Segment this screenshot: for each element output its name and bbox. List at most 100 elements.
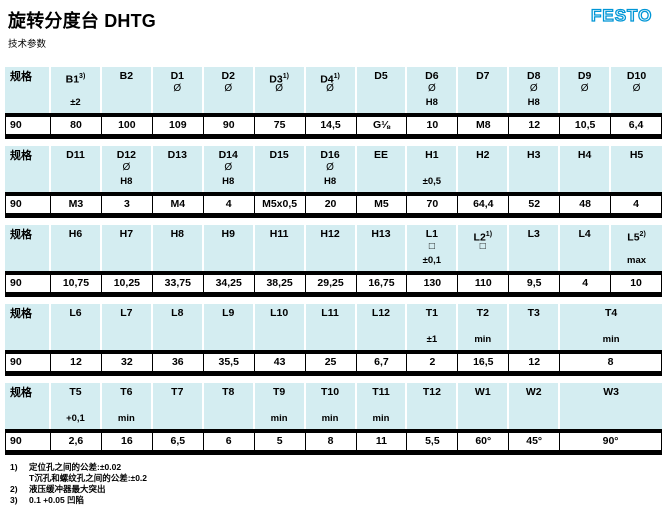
value-cell: 3	[101, 192, 153, 218]
value-cell: 16,75	[356, 271, 408, 297]
size-cell: 90	[5, 429, 51, 455]
tolerance-label	[307, 333, 354, 346]
param-name: D3	[269, 73, 283, 86]
value-cell: 4	[203, 192, 255, 218]
symbol-blank	[612, 162, 661, 175]
param-name: W1	[474, 386, 491, 398]
param-header-cell: H6	[51, 225, 102, 271]
param-header-cell: W1	[458, 383, 510, 429]
param-header-cell: H2	[458, 146, 510, 192]
diameter-symbol: Ø	[580, 83, 589, 94]
tolerance-label	[510, 175, 557, 188]
symbol-blank	[154, 320, 201, 333]
param-name: L11	[321, 307, 339, 319]
param-header-cell: H7	[101, 225, 153, 271]
param-header-cell: H4	[560, 146, 612, 192]
value-cell: 29,25	[305, 271, 357, 297]
value-cell: 16	[101, 429, 153, 455]
value-cell: 4	[611, 192, 662, 218]
diameter-symbol: Ø	[632, 83, 641, 94]
param-name: L4	[578, 228, 591, 240]
param-header-cell: D8 Ø H8	[509, 67, 561, 113]
symbol-blank	[561, 399, 661, 412]
param-name: D2	[221, 70, 235, 82]
symbol-blank	[52, 241, 99, 254]
spec-table-1: 规格 B13) ±2 B2 D1 Ø D2 Ø D31) Ø D41) Ø D5 D6 Ø H8 D7 D8 Ø H8…	[5, 67, 662, 139]
symbol-blank	[205, 320, 252, 333]
tolerance-label	[256, 96, 303, 109]
param-header-cell: T8	[203, 383, 255, 429]
symbol-blank	[510, 320, 557, 333]
tolerance-label	[256, 175, 303, 188]
value-cell: 25	[305, 350, 357, 376]
spec-header-cell: 规格	[5, 67, 51, 113]
value-cell: G⅛	[356, 113, 408, 139]
tolerance-label	[103, 96, 150, 109]
tolerance-label: H8	[323, 176, 337, 187]
value-cell: 34,25	[203, 271, 255, 297]
footnote-marker	[10, 473, 29, 484]
value-cell: 11	[356, 429, 408, 455]
param-name: EE	[373, 149, 388, 161]
symbol-blank	[256, 241, 303, 254]
diameter-symbol: Ø	[427, 83, 436, 94]
value-cell: 75	[254, 113, 306, 139]
symbol-blank	[459, 399, 506, 412]
value-cell: 110	[458, 271, 510, 297]
param-header-cell: L11	[305, 304, 357, 350]
tolerance-label	[561, 412, 661, 425]
tolerance-label	[459, 254, 506, 267]
spec-table-3: 规格 H6 H7 H8 H9 H11 H12 H13 L1 □ ±0,1 L21) □ L3 L4 L52) m…	[5, 225, 662, 297]
param-name: H7	[119, 228, 134, 240]
param-header-cell: D1 Ø	[152, 67, 204, 113]
value-cell: 4	[560, 271, 612, 297]
symbol-blank	[358, 162, 405, 175]
tolerance-label: H8	[222, 176, 235, 187]
symbol-blank	[510, 162, 557, 175]
value-cell: 35,5	[203, 350, 255, 376]
tolerance-label	[256, 333, 303, 346]
param-header-cell: L21) □	[458, 225, 510, 271]
param-name: L9	[222, 307, 235, 319]
param-name: D4	[320, 73, 334, 86]
param-name: H12	[320, 228, 340, 240]
size-cell: 90	[5, 350, 51, 376]
param-header-cell: T6 min	[101, 383, 153, 429]
param-name: D10	[626, 70, 647, 82]
tolerance-label: ±2	[70, 97, 81, 108]
value-cell: 90°	[560, 429, 662, 455]
diameter-symbol: Ø	[529, 83, 538, 94]
value-cell: 90	[203, 113, 255, 139]
tolerance-label: min	[602, 334, 620, 345]
value-cell: 100	[101, 113, 153, 139]
value-cell: 80	[51, 113, 102, 139]
tolerance-label	[408, 412, 455, 425]
param-header-cell: D16 Ø H8	[305, 146, 357, 192]
param-name: H4	[577, 149, 592, 161]
param-name: L6	[69, 307, 82, 319]
param-name: H2	[476, 149, 490, 161]
tolerance-label	[52, 333, 99, 346]
param-header-cell: T1 ±1	[407, 304, 459, 350]
param-name: T3	[527, 307, 540, 319]
param-header-cell: D13	[152, 146, 204, 192]
diameter-symbol: Ø	[173, 83, 182, 94]
spec-table-4: 规格 L6 L7 L8 L9 L10 L11 L12 T1 ±1 T2 min T3 T4 min 90 12 3…	[5, 304, 662, 376]
param-header-cell: H11	[254, 225, 306, 271]
param-name: W2	[525, 386, 542, 398]
param-name: D13	[167, 149, 187, 161]
spec-header-cell: 规格	[5, 146, 51, 192]
footnote-text: 定位孔之间的公差:±0.02	[29, 462, 122, 472]
value-cell: 12	[51, 350, 102, 376]
param-name: H9	[221, 228, 235, 240]
symbol-blank	[52, 162, 99, 175]
param-name: L10	[270, 307, 289, 319]
tolerance-label	[459, 96, 506, 109]
symbol-blank	[459, 162, 506, 175]
footnote-row: T沉孔和螺纹孔之间的公差:±0.2	[10, 473, 667, 484]
value-cell: 43	[254, 350, 306, 376]
tolerance-label	[358, 175, 405, 188]
param-name: D5	[374, 70, 388, 82]
param-header-cell: H9	[203, 225, 255, 271]
value-cell: 10,5	[560, 113, 612, 139]
